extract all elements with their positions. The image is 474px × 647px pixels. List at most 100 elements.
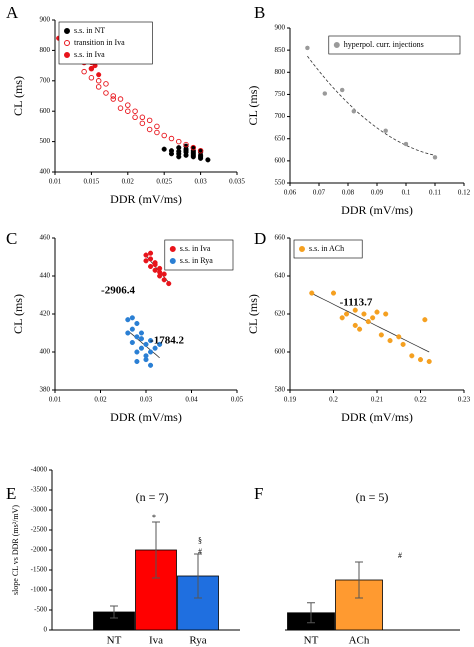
- point: [146, 126, 153, 133]
- x-tick-label: 0.23: [458, 396, 471, 404]
- category-label: NT: [304, 635, 319, 647]
- point: [197, 147, 204, 154]
- y-tick-label: 900: [275, 24, 286, 32]
- legend-label: s.s. in NT: [74, 26, 105, 35]
- x-axis-label: DDR (mV/ms): [341, 410, 413, 424]
- point: [81, 68, 87, 75]
- point: [383, 128, 388, 133]
- point: [426, 358, 432, 365]
- x-tick-label: 0.07: [313, 189, 326, 197]
- point: [88, 66, 94, 72]
- point: [110, 93, 116, 99]
- point: [138, 345, 144, 351]
- point: [96, 72, 102, 78]
- category-label: NT: [107, 635, 122, 647]
- point: [139, 114, 146, 121]
- point: [152, 267, 158, 273]
- y-tick-label: 850: [275, 46, 286, 54]
- point: [352, 307, 358, 313]
- point: [383, 311, 389, 317]
- point: [183, 152, 189, 158]
- point: [148, 263, 154, 270]
- y-tick-label: 800: [275, 68, 286, 76]
- point: [168, 151, 175, 157]
- annotation: -1113.7: [340, 297, 373, 309]
- point: [95, 84, 102, 90]
- point: [148, 362, 154, 368]
- point: [351, 109, 357, 114]
- point: [309, 290, 315, 296]
- legend-label: transition in Iva: [74, 38, 125, 47]
- legend-marker: [64, 40, 70, 46]
- point: [134, 320, 140, 327]
- point: [176, 138, 182, 145]
- point: [134, 349, 140, 355]
- point: [403, 141, 409, 147]
- y-tick-label: 400: [40, 348, 51, 356]
- point: [154, 123, 160, 130]
- x-axis-label: DDR (mV/ms): [110, 192, 182, 206]
- y-axis-label: CL (ms): [11, 294, 25, 334]
- point: [125, 330, 131, 336]
- y-tick-label: 640: [275, 272, 286, 280]
- point: [148, 250, 154, 256]
- legend-box: [164, 239, 234, 271]
- y-tick-label: 700: [275, 112, 286, 120]
- point: [357, 326, 363, 332]
- annotation: #: [398, 551, 402, 560]
- point: [161, 146, 167, 152]
- point: [161, 132, 167, 139]
- y-tick-label: -4000: [31, 466, 48, 474]
- legend-box: [293, 239, 363, 259]
- legend-box: [328, 35, 461, 55]
- error-bar: [355, 561, 363, 599]
- point: [161, 271, 167, 277]
- point: [110, 96, 116, 102]
- point: [125, 108, 131, 114]
- y-tick-label: -3000: [31, 506, 48, 514]
- x-tick-label: 0.11: [429, 189, 441, 197]
- annotation: -1784.2: [150, 335, 184, 347]
- point: [143, 341, 149, 347]
- point: [117, 105, 124, 111]
- point: [132, 108, 138, 114]
- point: [183, 148, 189, 154]
- y-axis-label: CL (ms): [246, 294, 260, 334]
- category-label: ACh: [349, 635, 370, 647]
- point: [134, 334, 140, 340]
- point: [139, 120, 146, 127]
- x-tick-label: 0.1: [402, 189, 411, 197]
- y-tick-label: 550: [275, 179, 286, 187]
- point: [417, 357, 424, 363]
- point: [157, 265, 163, 271]
- y-tick-label: 750: [275, 90, 286, 98]
- annotation: *: [152, 513, 156, 522]
- point: [168, 135, 175, 142]
- x-tick-label: 0.06: [284, 189, 297, 197]
- point: [157, 341, 163, 347]
- point: [422, 317, 428, 323]
- point: [198, 154, 204, 160]
- point: [166, 281, 172, 287]
- point: [432, 155, 438, 160]
- point: [143, 252, 149, 258]
- annotation: (n = 5): [356, 490, 389, 504]
- annotation: #: [198, 547, 202, 556]
- x-tick-label: 0.03: [194, 178, 207, 186]
- category-label: Iva: [149, 635, 163, 647]
- x-axis-label: DDR (mV/ms): [110, 410, 182, 424]
- legend-marker: [299, 246, 305, 252]
- legend-marker: [169, 246, 176, 252]
- point: [183, 141, 189, 148]
- y-tick-label: 440: [40, 272, 51, 280]
- x-tick-label: 0.2: [329, 396, 338, 404]
- x-tick-label: 0.19: [284, 396, 297, 404]
- y-axis-label: CL (ms): [11, 76, 25, 116]
- y-tick-label: 700: [40, 76, 51, 84]
- point: [161, 277, 167, 283]
- y-tick-label: 600: [275, 348, 286, 356]
- annotation: §: [198, 536, 202, 545]
- point: [365, 319, 371, 325]
- legend-marker: [64, 52, 70, 58]
- x-tick-label: 0.01: [49, 396, 62, 404]
